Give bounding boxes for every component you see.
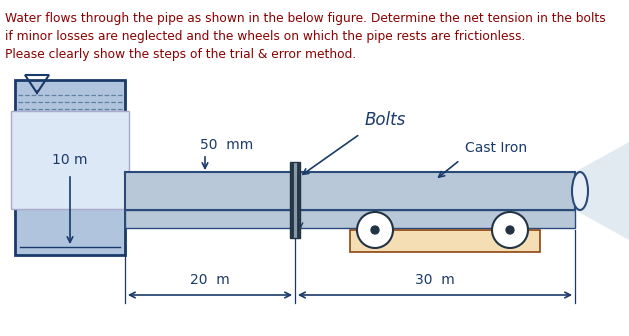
- Text: Water flows through the pipe as shown in the below figure. Determine the net ten: Water flows through the pipe as shown in…: [5, 12, 606, 25]
- Text: 10 m: 10 m: [52, 153, 88, 167]
- Bar: [125, 210, 295, 228]
- Circle shape: [371, 226, 379, 234]
- Text: Bolts: Bolts: [364, 111, 406, 129]
- Bar: [15, 80, 125, 255]
- Text: 30  m: 30 m: [415, 273, 455, 287]
- Text: 50  mm: 50 mm: [200, 138, 253, 152]
- Bar: [125, 172, 575, 210]
- Circle shape: [357, 212, 393, 248]
- Circle shape: [492, 212, 528, 248]
- Text: 20  m: 20 m: [190, 273, 230, 287]
- Text: Please clearly show the steps of the trial & error method.: Please clearly show the steps of the tri…: [5, 48, 356, 61]
- Bar: [350, 230, 540, 252]
- Circle shape: [506, 226, 514, 234]
- Ellipse shape: [572, 172, 588, 210]
- Text: if minor losses are neglected and the wheels on which the pipe rests are frictio: if minor losses are neglected and the wh…: [5, 30, 525, 43]
- Text: Cast Iron: Cast Iron: [465, 141, 527, 155]
- Bar: [290, 162, 300, 238]
- Bar: [295, 210, 575, 228]
- Polygon shape: [575, 142, 629, 240]
